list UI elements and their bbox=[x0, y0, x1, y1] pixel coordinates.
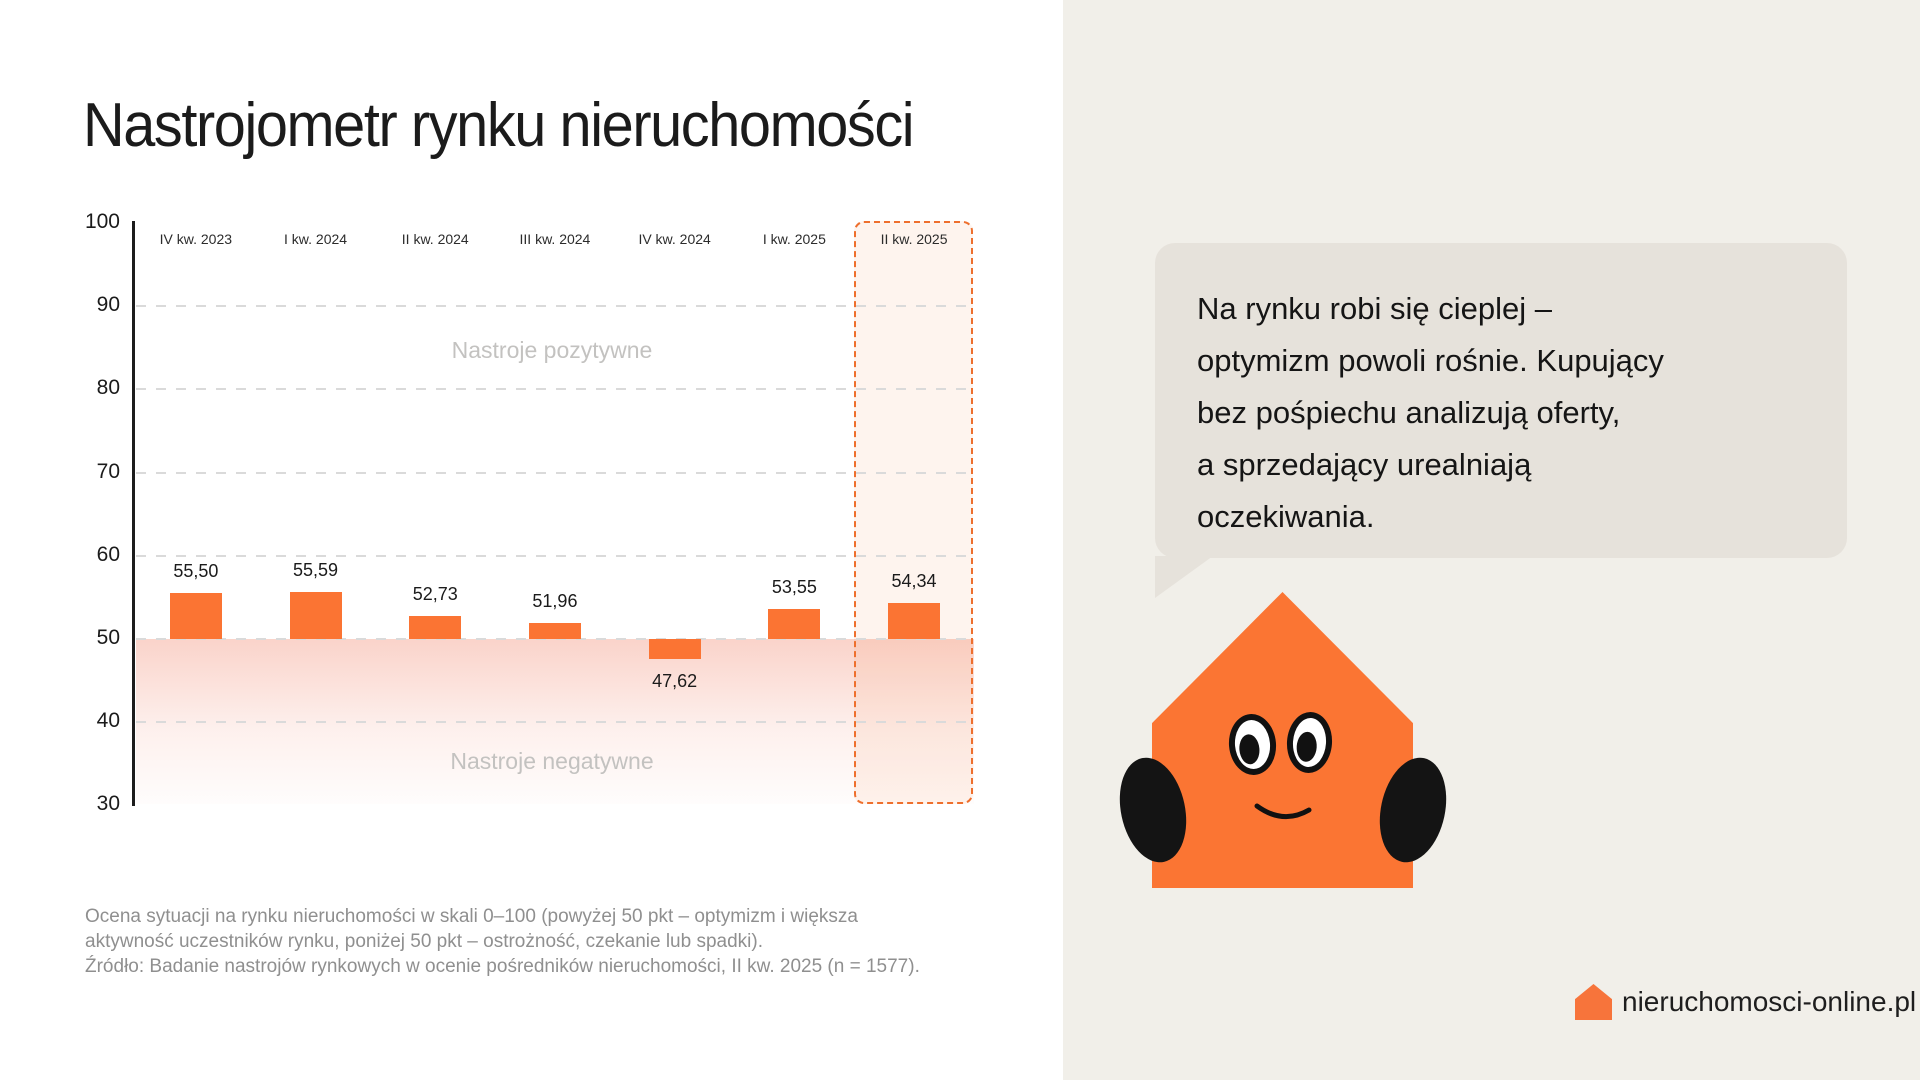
y-axis-tick-label: 30 bbox=[96, 792, 120, 816]
y-axis-tick-label: 60 bbox=[96, 542, 120, 566]
speech-bubble-text: bez pośpiechu analizują oferty, bbox=[1197, 395, 1621, 430]
speech-bubble-text: a sprzedający urealniają bbox=[1197, 447, 1532, 482]
mascot-right-pupil-icon bbox=[1295, 731, 1318, 763]
bar bbox=[528, 622, 581, 639]
speech-bubble-text: Na rynku robi się cieplej – bbox=[1197, 291, 1552, 326]
footnote: Ocena sytuacji na rynku nieruchomości w … bbox=[85, 904, 920, 979]
negative-zone-label: Nastroje negatywne bbox=[450, 748, 654, 774]
bar bbox=[169, 593, 222, 639]
bar bbox=[409, 616, 462, 639]
gridline bbox=[136, 554, 972, 557]
bar-value-label: 55,59 bbox=[293, 560, 339, 581]
category-label: II kw. 2025 bbox=[880, 231, 948, 247]
speech-bubble-text: optymizm powoli rośnie. Kupujący bbox=[1197, 343, 1664, 378]
y-axis-tick-label: 80 bbox=[96, 376, 120, 400]
bar-value-label: 53,55 bbox=[771, 577, 817, 598]
bar bbox=[648, 639, 701, 659]
page-title: Nastrojometr rynku nieruchomości bbox=[83, 91, 915, 160]
positive-zone-label: Nastroje pozytywne bbox=[451, 337, 653, 363]
bar bbox=[289, 592, 342, 639]
bar-value-label: 54,34 bbox=[891, 570, 937, 591]
bar-value-label: 52,73 bbox=[412, 584, 458, 605]
footnote-line: aktywność uczestników rynku, poniżej 50 … bbox=[85, 931, 763, 952]
sentiment-bar-chart: Nastroje pozytywne Nastroje negatywne 10… bbox=[0, 0, 1000, 900]
category-label: I kw. 2024 bbox=[284, 231, 348, 247]
logo-text: nieruchomosci-online.pl bbox=[1622, 986, 1917, 1017]
house-icon bbox=[1575, 984, 1612, 1020]
footnote-line: Źródło: Badanie nastrojów rynkowych w oc… bbox=[85, 956, 920, 977]
y-axis-tick-label: 50 bbox=[96, 626, 120, 649]
category-label: III kw. 2024 bbox=[519, 231, 591, 247]
gridline bbox=[136, 721, 972, 724]
bar-value-label: 47,62 bbox=[652, 670, 698, 691]
bar bbox=[768, 609, 821, 639]
bar-value-label: 51,96 bbox=[532, 590, 578, 611]
current-quarter-highlight bbox=[854, 221, 973, 804]
category-label: I kw. 2025 bbox=[762, 231, 826, 247]
y-axis-tick-label: 70 bbox=[96, 459, 120, 483]
category-label: IV kw. 2024 bbox=[638, 231, 711, 247]
y-axis-tick-label: 100 bbox=[84, 210, 120, 233]
y-axis-tick-label: 40 bbox=[96, 709, 120, 733]
speech-bubble-text: oczekiwania. bbox=[1197, 499, 1375, 534]
brand-logo: nieruchomosci-online.pl bbox=[1575, 984, 1916, 1020]
y-axis-tick-label: 90 bbox=[96, 293, 120, 317]
speech-bubble: Na rynku robi się cieplej – optymizm pow… bbox=[1155, 243, 1847, 558]
category-label: IV kw. 2023 bbox=[159, 231, 233, 247]
mascot-smile-icon bbox=[1252, 799, 1314, 832]
category-label: II kw. 2024 bbox=[401, 231, 469, 247]
bar-value-label: 55,50 bbox=[173, 561, 219, 582]
gridline bbox=[136, 388, 972, 391]
gridline bbox=[136, 471, 972, 474]
mascot-left-pupil-icon bbox=[1238, 733, 1261, 766]
bar bbox=[888, 602, 941, 639]
gridline bbox=[136, 638, 972, 640]
footnote-line: Ocena sytuacji na rynku nieruchomości w … bbox=[85, 906, 858, 927]
y-axis-line bbox=[132, 221, 135, 806]
gridline bbox=[136, 305, 972, 308]
